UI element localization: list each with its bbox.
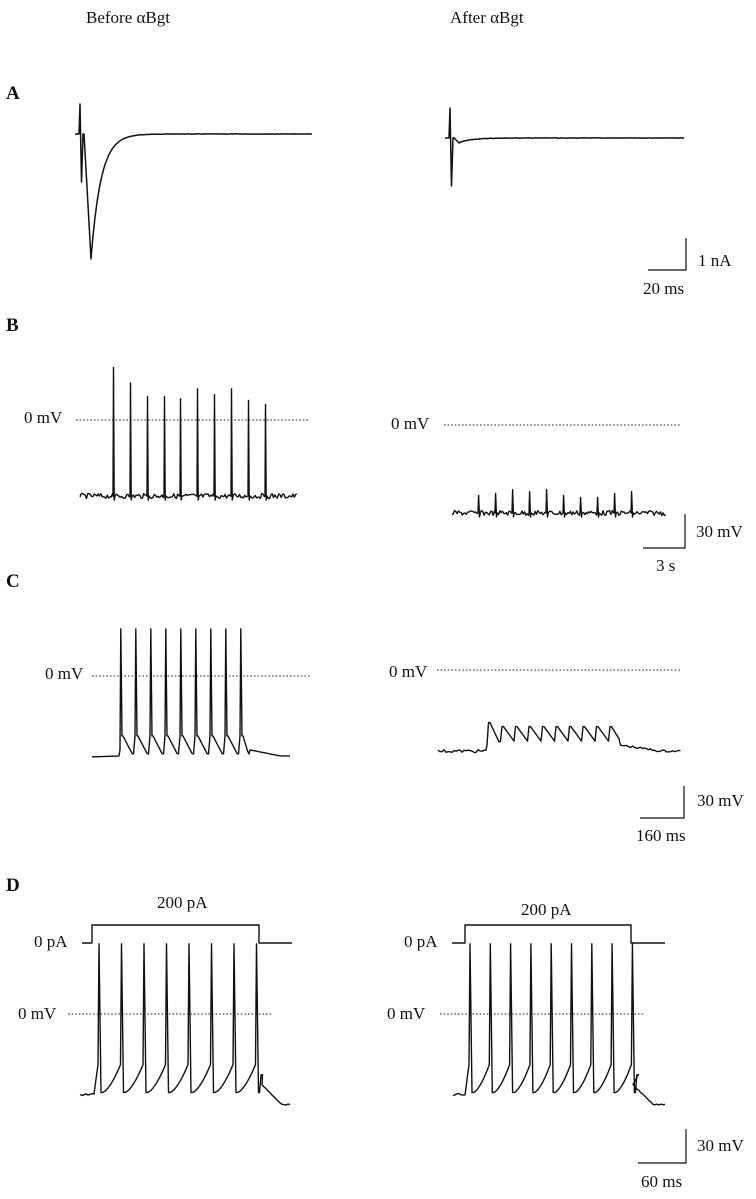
- current-zero-label-before: 0 pA: [34, 932, 68, 951]
- trace-b-after: [451, 488, 666, 518]
- panel-label-a: A: [6, 83, 20, 104]
- column-header-before: Before αBgt: [86, 8, 170, 27]
- current-step-d-before: [82, 924, 292, 944]
- trace-a-after: [445, 107, 684, 187]
- trace-c-before: [91, 628, 290, 758]
- scalebar-a-y-label: 1 nA: [698, 251, 732, 270]
- panel-label-d: D: [6, 875, 20, 896]
- scalebar-d: [638, 1129, 687, 1164]
- zero-label-c-after: 0 mV: [389, 662, 428, 681]
- trace-d-after: [452, 943, 666, 1106]
- scalebar-c-x-label: 160 ms: [636, 826, 686, 845]
- trace-a-before: [75, 103, 313, 260]
- scalebar-a-x-label: 20 ms: [643, 279, 685, 298]
- scalebar-b: [643, 514, 686, 549]
- column-header-after: After αBgt: [450, 8, 524, 27]
- zero-label-d-before: 0 mV: [18, 1004, 57, 1023]
- current-step-label-after: 200 pA: [521, 900, 572, 919]
- zero-label-c-before: 0 mV: [45, 664, 84, 683]
- scalebar-d-x-label: 60 ms: [641, 1172, 683, 1191]
- panel-label-c: C: [6, 571, 20, 592]
- scalebar-b-x-label: 3 s: [656, 556, 676, 575]
- current-zero-label-after: 0 pA: [404, 932, 438, 951]
- trace-b-before: [79, 366, 298, 501]
- scalebar-c: [640, 786, 685, 819]
- scalebar-b-y-label: 30 mV: [696, 522, 743, 541]
- scalebar-d-y-label: 30 mV: [697, 1136, 744, 1155]
- scalebar-c-y-label: 30 mV: [697, 791, 744, 810]
- panel-label-b: B: [6, 315, 19, 336]
- zero-label-b-before: 0 mV: [24, 408, 63, 427]
- current-step-label-before: 200 pA: [157, 893, 208, 912]
- trace-c-after: [437, 721, 681, 754]
- scalebar-a: [648, 238, 687, 271]
- zero-label-b-after: 0 mV: [391, 414, 430, 433]
- current-step-d-after: [452, 924, 665, 944]
- zero-label-d-after: 0 mV: [387, 1004, 426, 1023]
- trace-d-before: [79, 943, 291, 1106]
